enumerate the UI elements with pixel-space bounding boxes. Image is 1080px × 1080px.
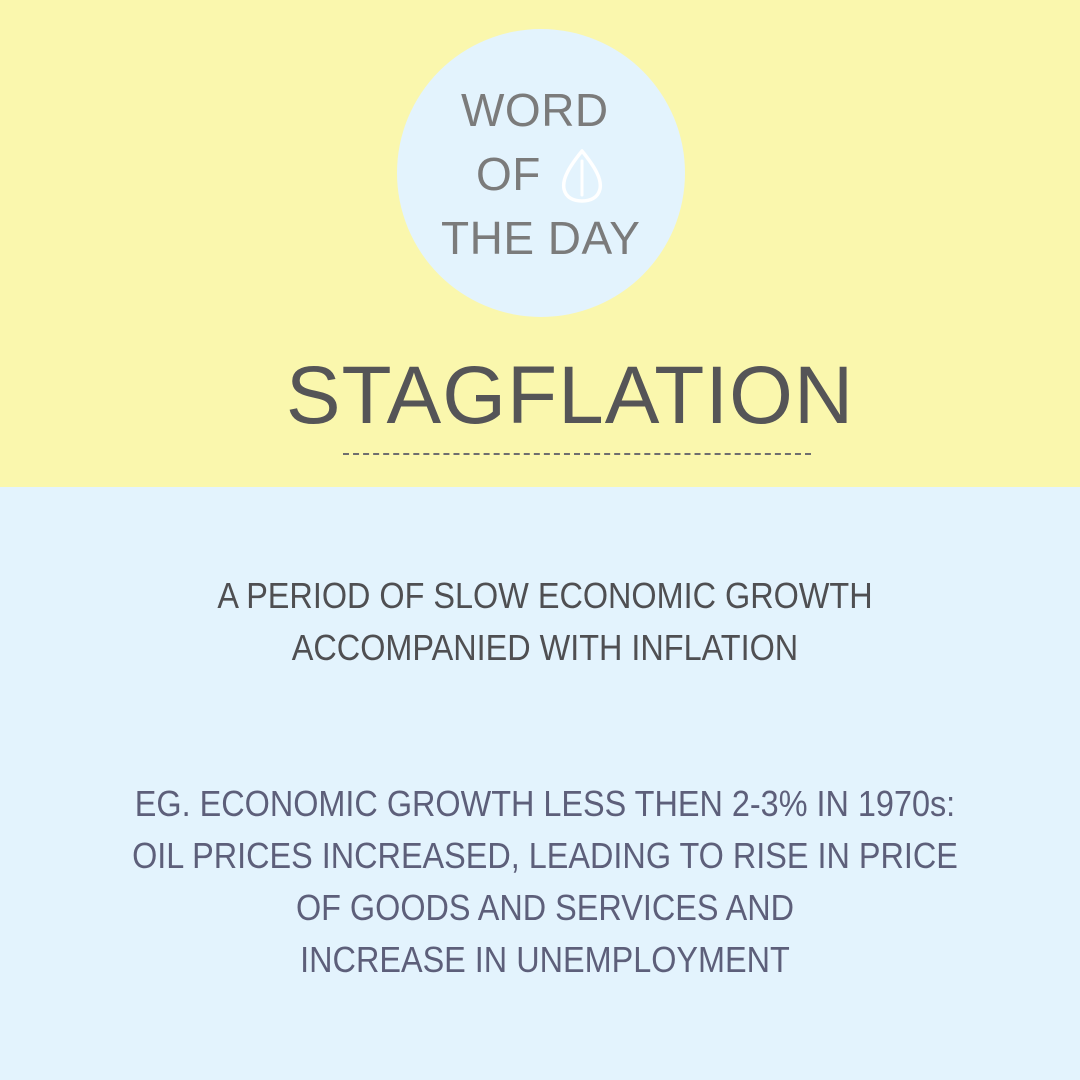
example-line: EG. ECONOMIC GROWTH LESS THEN 2-3% IN 19… (134, 783, 956, 824)
dashed-divider (343, 453, 811, 455)
definition-line: A PERIOD OF SLOW ECONOMIC GROWTH (217, 575, 873, 616)
bottom-background (0, 487, 1080, 1080)
definition-line: ACCOMPANIED WITH INFLATION (291, 627, 799, 668)
example-text: EG. ECONOMIC GROWTH LESS THEN 2-3% IN 19… (55, 778, 1036, 986)
example-line: OF GOODS AND SERVICES AND (295, 887, 795, 928)
example-line: INCREASE IN UNEMPLOYMENT (300, 939, 790, 980)
badge-line-the-day: THE DAY (441, 212, 641, 264)
example-line: OIL PRICES INCREASED, LEADING TO RISE IN… (132, 835, 958, 876)
featured-word: STAGFLATION (285, 350, 855, 441)
definition-text: A PERIOD OF SLOW ECONOMIC GROWTH ACCOMPA… (55, 570, 1036, 674)
leaf-icon (561, 149, 603, 203)
badge-line-word: WORD (461, 84, 609, 136)
badge-line-of: OF (476, 148, 541, 200)
word-of-the-day-badge (397, 29, 685, 317)
